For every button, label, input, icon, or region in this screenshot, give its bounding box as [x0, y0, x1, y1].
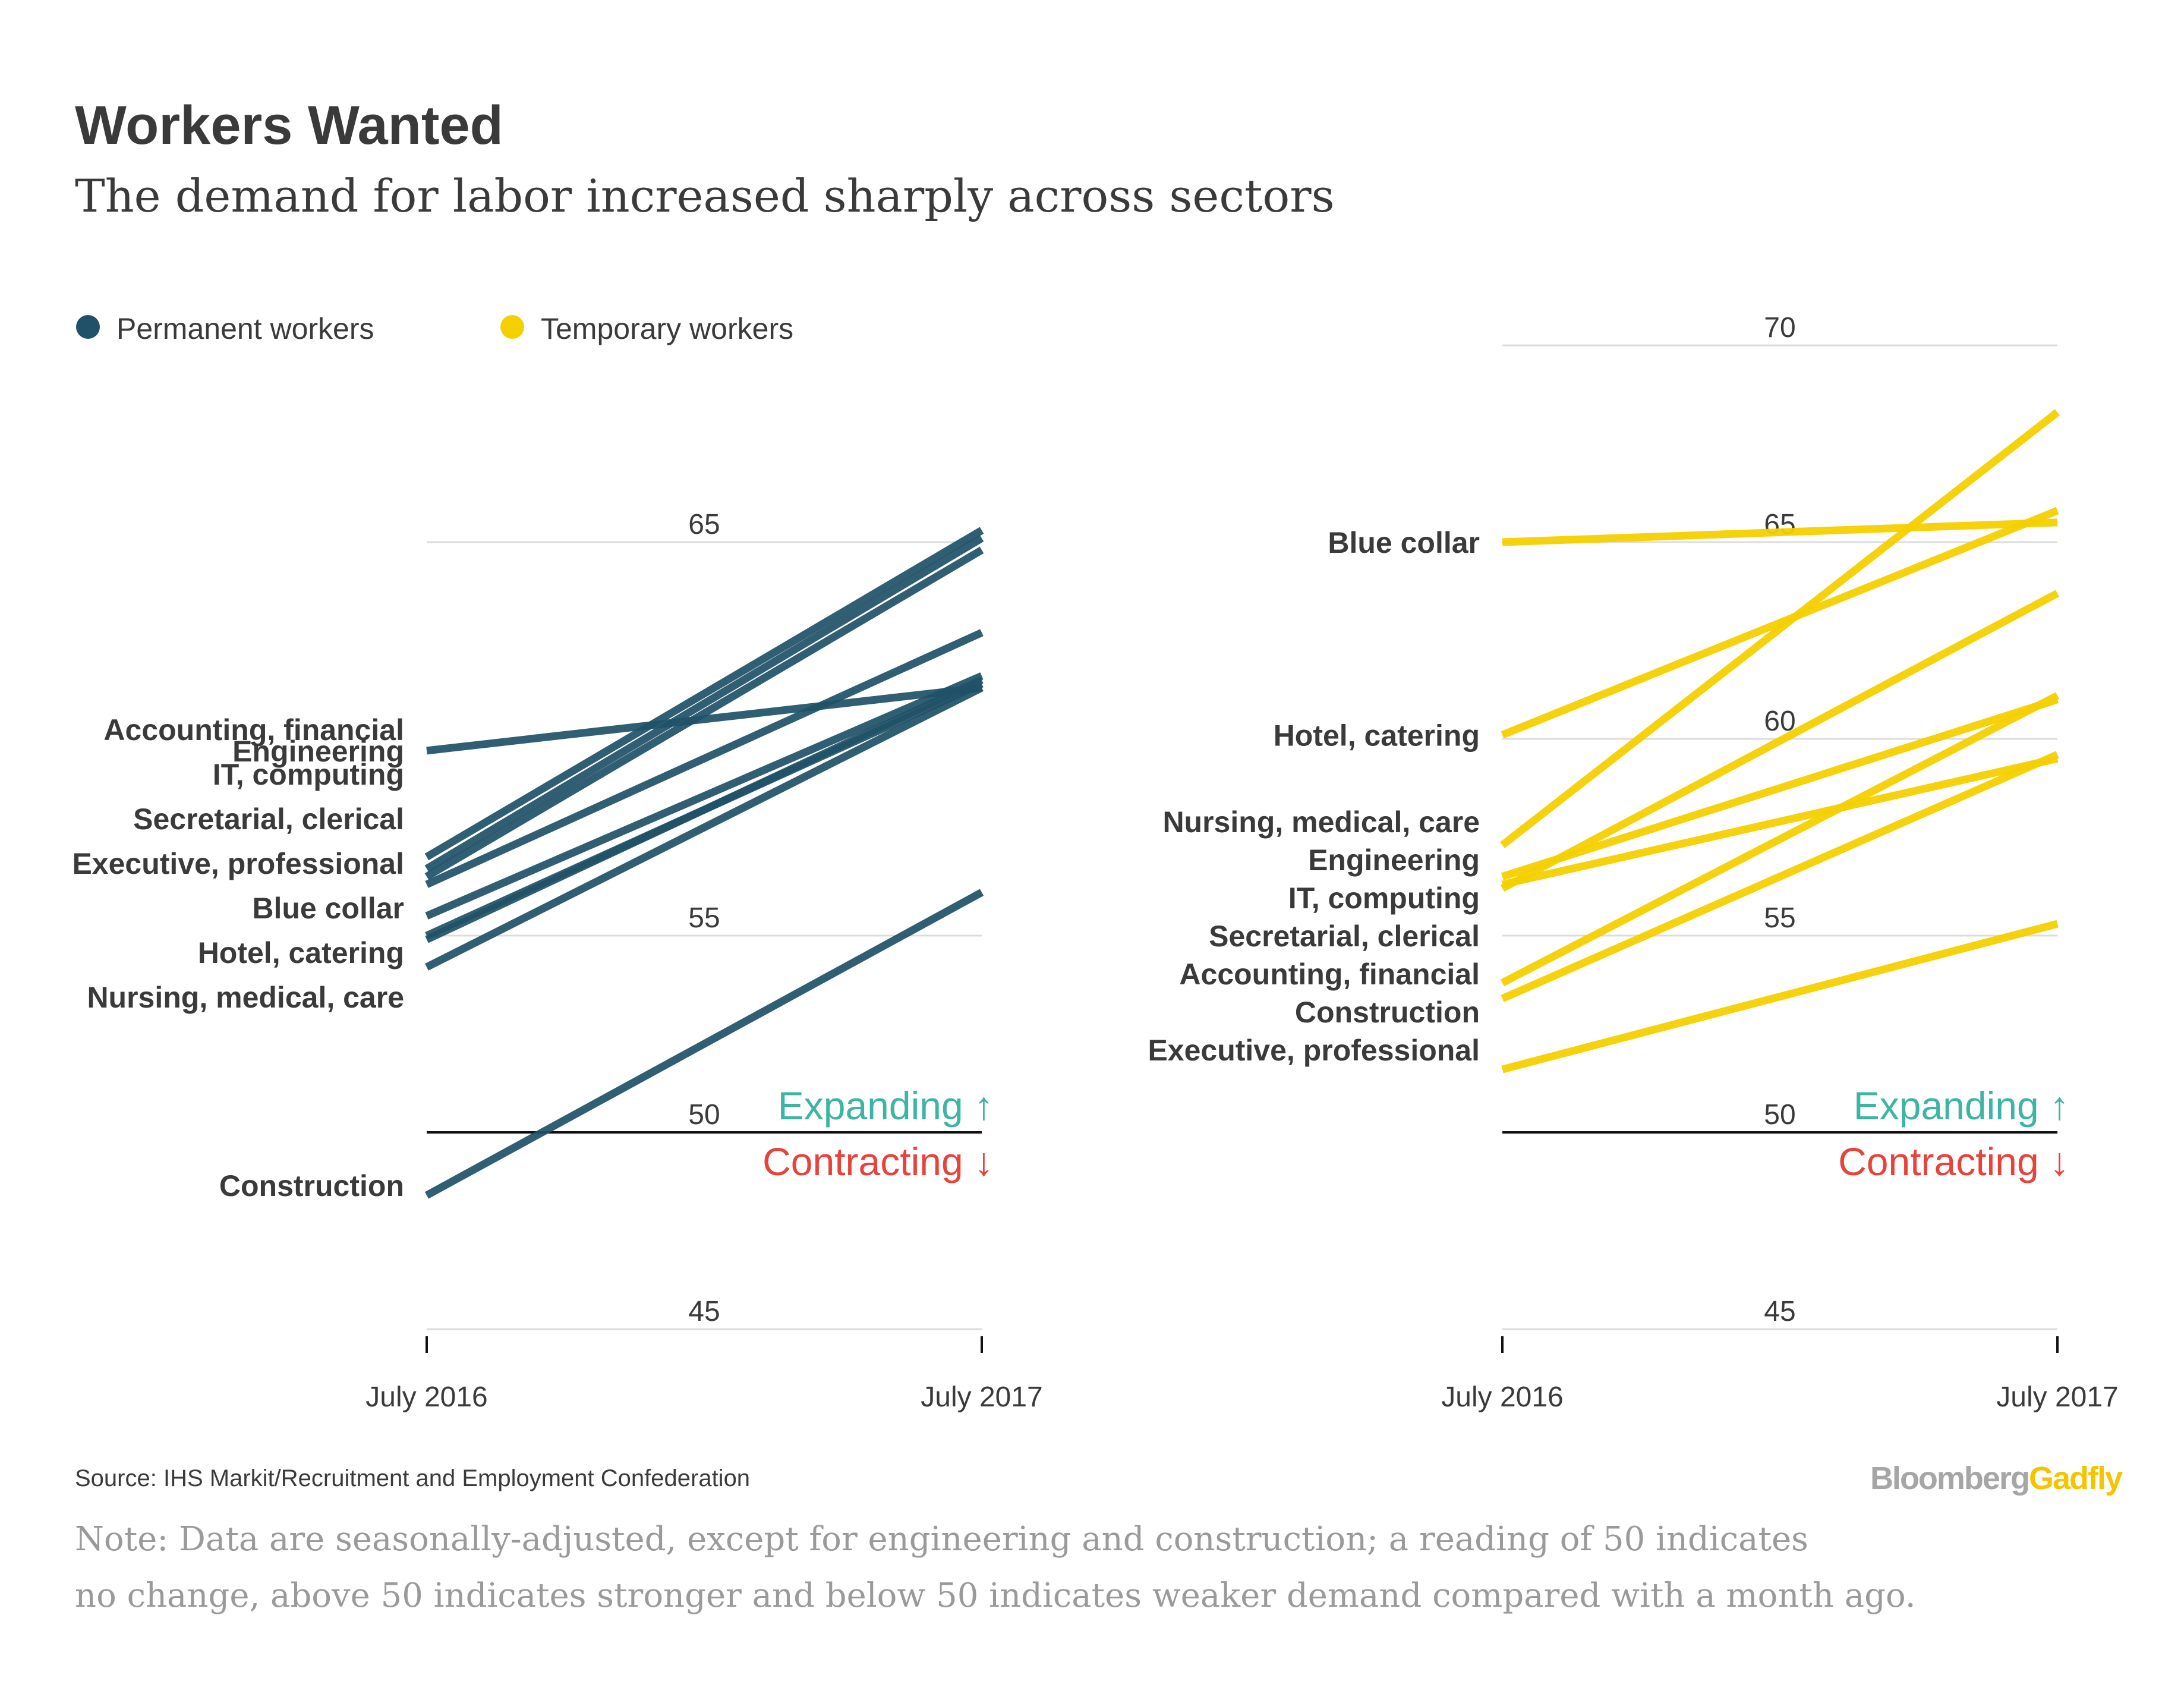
- sector-label: Nursing, medical, care: [87, 981, 404, 1014]
- sector-label: Hotel, catering: [198, 936, 404, 970]
- chart-subtitle: The demand for labor increased sharply a…: [75, 169, 1335, 222]
- series-line-6: [1501, 692, 2059, 987]
- contracting-label: Contracting ↓: [1838, 1140, 2069, 1183]
- sector-label: Nursing, medical, care: [1162, 805, 1480, 839]
- series-line-7: [425, 680, 984, 939]
- brand-gadfly: Gadfly: [2029, 1460, 2123, 1496]
- sector-label: Engineering: [1308, 843, 1480, 877]
- sector-label: Executive, professional: [72, 847, 404, 880]
- x-tick-label-0: July 2016: [365, 1381, 487, 1413]
- series-line-4: [425, 629, 984, 888]
- sector-label: Executive, professional: [1148, 1034, 1480, 1067]
- sector-label: Blue collar: [1328, 526, 1480, 559]
- brand-bloomberg: Bloomberg: [1870, 1460, 2029, 1496]
- sector-label: Secretarial, clerical: [133, 802, 404, 836]
- y-tick-label-55: 55: [1764, 902, 1795, 934]
- y-tick-label-55: 55: [688, 902, 720, 934]
- x-tick-label-1: July 2017: [1996, 1381, 2118, 1413]
- sector-label: Engineering: [232, 735, 404, 768]
- sector-label: Secretarial, clerical: [1209, 920, 1480, 953]
- y-tick-label-70: 70: [1764, 312, 1795, 344]
- sector-label: IT, computing: [213, 758, 404, 791]
- x-tick-label-0: July 2016: [1441, 1381, 1563, 1413]
- series-line-4: [1501, 754, 2059, 889]
- note-line-2: no change, above 50 indicates stronger a…: [75, 1576, 1916, 1615]
- y-tick-label-50: 50: [688, 1099, 720, 1131]
- series-line-3: [1501, 695, 2059, 880]
- note-line-1: Note: Data are seasonally-adjusted, exce…: [75, 1520, 1808, 1559]
- series-line-3: [424, 546, 984, 880]
- sector-label: Accounting, financial: [1179, 958, 1480, 991]
- sector-label: Accounting, financial: [103, 713, 404, 747]
- y-tick-label-50: 50: [1764, 1099, 1795, 1131]
- series-line-7: [1501, 751, 2059, 1002]
- panel-permanent: 45 50 55 65 Expanding ↑ Contracting ↓ July 201…: [72, 509, 1042, 1413]
- legend-temporary-label: Temporary workers: [541, 312, 793, 345]
- series-line-1: [424, 527, 984, 861]
- series-line-8: [1501, 920, 2059, 1074]
- sector-label: IT, computing: [1288, 882, 1480, 915]
- sector-label: Hotel, catering: [1274, 719, 1480, 752]
- brand-logo: BloombergGadfly: [1870, 1460, 2123, 1496]
- legend-permanent-swatch: [76, 315, 100, 339]
- y-tick-label-45: 45: [688, 1296, 720, 1327]
- contracting-label: Contracting ↓: [762, 1140, 994, 1183]
- legend: Permanent workers Temporary workers: [76, 312, 793, 345]
- series-line-5: [1500, 590, 2060, 892]
- series-line-2: [424, 534, 984, 873]
- sector-label: Construction: [1295, 996, 1480, 1029]
- legend-permanent-label: Permanent workers: [116, 312, 374, 345]
- source-text: Source: IHS Markit/Recruitment and Emplo…: [75, 1465, 750, 1491]
- series-line-0: [426, 684, 982, 755]
- legend-temporary-swatch: [500, 315, 524, 339]
- expanding-label: Expanding ↑: [1854, 1084, 2069, 1128]
- series-line-8: [425, 684, 984, 971]
- x-tick-label-1: July 2017: [921, 1381, 1042, 1413]
- chart-title: Workers Wanted: [75, 95, 503, 156]
- series-line-5: [425, 672, 984, 920]
- series-line-1: [1501, 507, 2059, 739]
- y-tick-label-45: 45: [1764, 1296, 1795, 1327]
- expanding-label: Expanding ↑: [778, 1084, 994, 1128]
- series-line-9: [424, 889, 984, 1199]
- series-line-2: [1500, 409, 2060, 848]
- sector-label: Blue collar: [252, 892, 404, 925]
- sector-label: Construction: [219, 1169, 404, 1203]
- y-tick-label-65: 65: [688, 509, 720, 540]
- series-line-0: [1502, 518, 2058, 546]
